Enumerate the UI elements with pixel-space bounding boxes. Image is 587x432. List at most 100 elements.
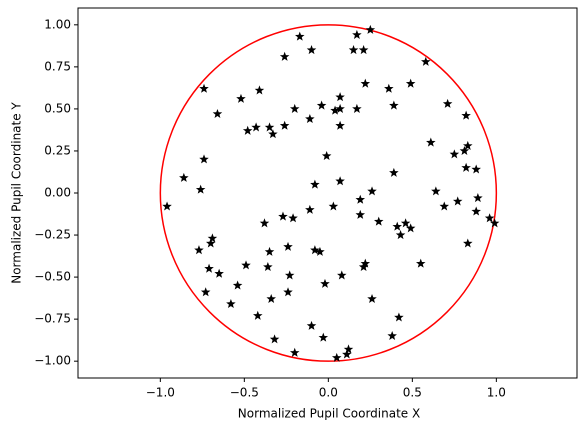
data-point [461, 162, 471, 172]
data-point [310, 245, 320, 255]
data-point [306, 45, 317, 55]
data-point [459, 145, 470, 155]
x-tick-label: 0.5 [403, 386, 422, 400]
data-point [236, 93, 246, 103]
data-point [461, 110, 471, 120]
data-point [352, 29, 362, 39]
y-tick-label: 0.50 [44, 101, 71, 115]
data-point [439, 201, 450, 211]
data-point [305, 204, 315, 214]
data-point [162, 201, 172, 211]
data-point [283, 287, 293, 297]
unit-circle [159, 24, 498, 362]
data-point [232, 280, 243, 290]
data-point [254, 85, 265, 95]
data-point [335, 120, 345, 130]
y-tick-label: −0.50 [34, 270, 71, 284]
data-point [200, 287, 211, 297]
data-point [194, 245, 204, 255]
data-point [431, 186, 441, 196]
data-point [195, 184, 206, 194]
data-point [471, 206, 481, 216]
data-point [463, 238, 473, 248]
data-point [348, 45, 359, 55]
data-point [310, 179, 320, 189]
y-tick-label: 0.75 [44, 59, 71, 73]
data-point [205, 238, 216, 248]
y-axis-label: Normalized Pupil Coordinate Y [10, 102, 24, 284]
data-point [484, 213, 495, 223]
data-point [342, 349, 352, 359]
data-point [352, 103, 362, 113]
plot-frame [77, 7, 578, 379]
data-point [253, 310, 263, 320]
data-point [316, 100, 327, 110]
data-point [335, 92, 345, 102]
x-tick-label: −0.5 [230, 386, 259, 400]
data-point [405, 223, 416, 233]
data-point [305, 114, 315, 124]
y-tick-label: 0.00 [44, 186, 71, 200]
data-point [473, 193, 483, 203]
y-tick-label: −0.25 [34, 228, 71, 242]
data-point [400, 218, 411, 228]
data-point [415, 258, 426, 268]
data-point [452, 196, 463, 206]
data-point [306, 320, 317, 330]
data-point [449, 149, 460, 159]
data-point [405, 78, 416, 88]
data-point [365, 24, 376, 34]
data-point [335, 103, 345, 113]
y-tick-label: −1.00 [34, 354, 71, 368]
data-point [358, 262, 369, 272]
data-point [360, 258, 371, 268]
data-point [242, 125, 253, 135]
data-point [212, 108, 223, 118]
data-point [289, 103, 300, 113]
data-point [266, 293, 276, 303]
data-point [394, 312, 404, 322]
data-point [463, 140, 473, 150]
data-point [241, 260, 251, 270]
data-point [389, 100, 399, 110]
x-tick-label: −1.0 [146, 386, 175, 400]
data-point [264, 122, 275, 132]
data-point [355, 194, 366, 204]
y-tick-label: 1.00 [44, 17, 71, 31]
data-point [337, 270, 347, 280]
data-point [395, 230, 406, 240]
data-point [214, 268, 224, 278]
data-point [426, 137, 436, 147]
data-point [315, 246, 325, 256]
data-point [373, 216, 384, 226]
data-point [279, 51, 290, 61]
data-point [330, 105, 340, 115]
data-point [226, 299, 236, 309]
x-axis-label: Normalized Pupil Coordinate X [238, 407, 420, 421]
data-point [263, 262, 273, 272]
data-point [320, 278, 330, 288]
data-point [343, 344, 354, 354]
data-point [421, 56, 431, 66]
data-point [442, 98, 453, 108]
data-point [251, 122, 261, 132]
data-point [179, 172, 189, 182]
data-point [355, 209, 366, 219]
data-point [199, 83, 209, 93]
data-point [284, 270, 295, 280]
x-tick-label: 0.0 [319, 386, 338, 400]
data-point [335, 176, 345, 186]
data-point [268, 129, 278, 139]
data-point [367, 186, 377, 196]
data-point [207, 233, 218, 243]
data-point [269, 334, 280, 344]
data-point [289, 347, 300, 357]
data-point [318, 332, 329, 342]
data-point [264, 246, 275, 256]
data-point [295, 31, 305, 41]
data-point [288, 213, 298, 223]
data-point [360, 78, 371, 88]
y-tick-label: −0.75 [34, 312, 71, 326]
data-point [199, 154, 209, 164]
